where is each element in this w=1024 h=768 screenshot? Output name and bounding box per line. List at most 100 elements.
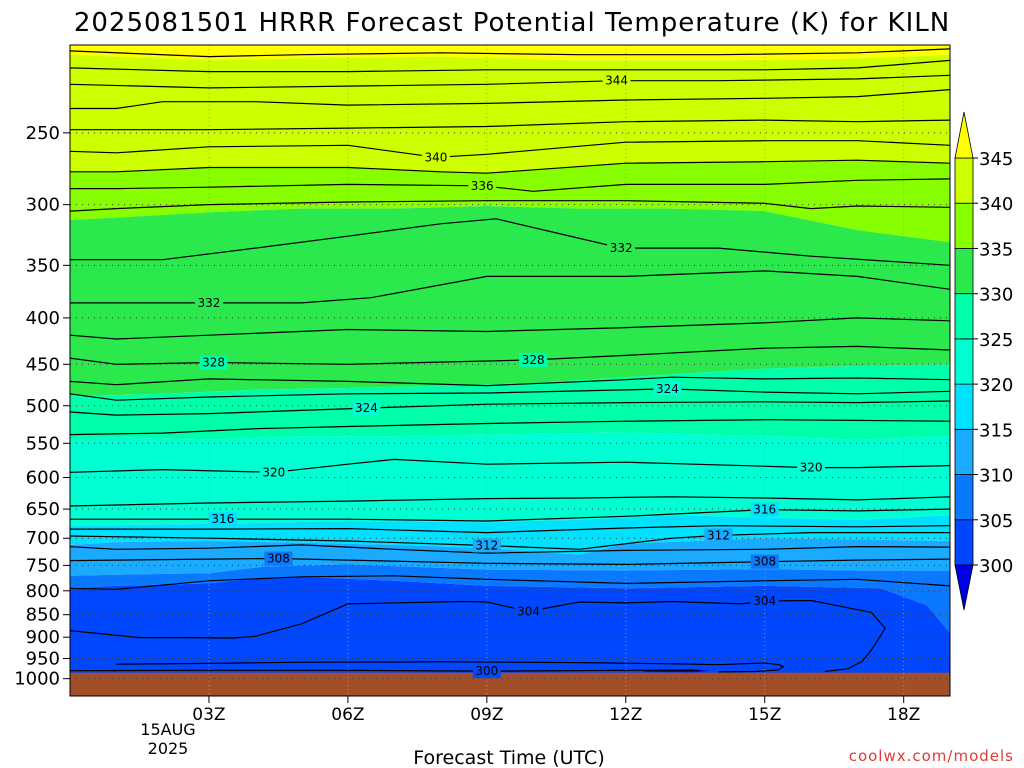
contour-line-308 [70, 557, 950, 566]
contour-label-bg [607, 241, 636, 256]
contour-band-340 [70, 54, 950, 174]
y-tick-label: 1000 [14, 669, 60, 690]
colorbar-tick-label: 340 [979, 194, 1013, 215]
y-tick-label: 350 [26, 255, 60, 276]
x-tick-label: 09Z [470, 705, 503, 725]
contour-line-318 [70, 496, 950, 507]
x-tick-label: 03Z [192, 705, 225, 725]
colorbar-tick-label: 325 [979, 330, 1013, 351]
contour-line-342 [70, 119, 950, 131]
contour-line-324 [70, 400, 950, 416]
y-tick-label: 250 [26, 123, 60, 144]
surface-layer [70, 672, 950, 696]
contour-label: 304 [753, 594, 776, 608]
contour-label-bg [194, 295, 223, 310]
contour-labels: 344 340 336 332 332 328 328 324 324 320 320 316 316 3… [194, 73, 826, 679]
contour-label: 324 [656, 382, 679, 396]
contour-line-342 [70, 89, 950, 110]
contour-label: 304 [517, 604, 540, 618]
contour-line-322 [70, 419, 950, 436]
colorbar-segment-310 [954, 428, 974, 475]
y-tick-label: 900 [26, 627, 60, 648]
y-tick-label: 650 [26, 499, 60, 520]
contour-label: 340 [424, 150, 447, 164]
contour-label: 336 [471, 179, 494, 193]
y-tick-label: 700 [26, 528, 60, 549]
contour-label: 320 [262, 465, 285, 479]
colorbar-tick-label: 320 [979, 375, 1013, 396]
colorbar-tick-label: 300 [979, 556, 1013, 577]
colorbar: 300 305 310 315 320 325 330 335 340 345 [954, 111, 1013, 611]
contour-label-bg [472, 664, 501, 679]
contour-line-314 [70, 525, 950, 534]
contour-line-306 [70, 575, 950, 590]
contour-line-310 [70, 544, 950, 554]
y-tick-label: 550 [26, 433, 60, 454]
contour-band-315 [70, 515, 950, 555]
x-tick-label: 12Z [609, 705, 642, 725]
contour-line-346 [70, 48, 950, 58]
y-tick-label: 300 [26, 195, 60, 216]
plot-frame [69, 44, 951, 697]
contour-label-bg [208, 512, 237, 527]
contour-label-bg [750, 554, 779, 569]
contour-line-332 [70, 218, 950, 266]
contour-line-336 [70, 178, 950, 192]
x-tick-label: 15Z [748, 705, 781, 725]
contour-label-bg [472, 538, 501, 553]
contour-band-310 [70, 538, 950, 576]
ground-surface [70, 672, 950, 696]
colorbar-arrow-top [954, 111, 974, 159]
contour-line-300 [70, 669, 700, 672]
contour-band-330 [70, 206, 950, 397]
chart-title: 2025081501 HRRR Forecast Potential Tempe… [74, 8, 950, 38]
contour-label-bg [421, 150, 450, 165]
contour-label: 312 [475, 538, 498, 552]
y-tick-label: 600 [26, 468, 60, 489]
y-tick-label: 800 [26, 581, 60, 602]
colorbar-tick-label: 310 [979, 466, 1013, 487]
x-axis: 15AUG 2025 03Z 06Z 09Z 12Z 15Z 18Z [140, 696, 920, 758]
y-tick-label: 950 [26, 648, 60, 669]
y-tick-label: 500 [26, 396, 60, 417]
contour-line-320 [70, 458, 950, 473]
contour-line-338 [70, 159, 950, 174]
contour-label-bg [264, 551, 293, 566]
colorbar-segment-325 [954, 293, 974, 340]
contour-label: 332 [197, 296, 220, 310]
contour-label-bg [750, 594, 779, 609]
colorbar-segment-335 [954, 202, 974, 249]
contour-line-330 [70, 317, 950, 340]
contour-label: 308 [267, 552, 290, 566]
y-tick-label: 450 [26, 354, 60, 375]
contour-label-bg [514, 604, 543, 619]
contour-band-345 [70, 45, 950, 61]
colorbar-segment-320 [954, 338, 974, 385]
credit-label: coolwx.com/models [849, 747, 1014, 765]
x-tick-label: 18Z [887, 705, 920, 725]
y-tick-label: 850 [26, 605, 60, 626]
contour-label: 320 [800, 461, 823, 475]
y-axis: 2503003504004505005506006507007508008509… [14, 123, 70, 690]
contour-label-bg [797, 460, 826, 475]
colorbar-segment-305 [954, 474, 974, 521]
contour-line-344 [70, 74, 950, 89]
contour-label-bg [704, 528, 733, 543]
contour-label: 344 [605, 74, 628, 88]
vertical-gridlines [208, 45, 905, 696]
contour-line-324 [70, 388, 950, 401]
x-axis-label: Forecast Time (UTC) [413, 747, 604, 768]
colorbar-tick-label: 330 [979, 285, 1013, 306]
colorbar-segment-300 [954, 519, 974, 566]
contour-band-325 [70, 364, 950, 440]
colorbar-segment-315 [954, 383, 974, 430]
colorbar-arrow-bottom [954, 564, 974, 611]
colorbar-tick-label: 345 [979, 149, 1013, 170]
contour-label-bg [750, 502, 779, 517]
contour-label-bg [468, 178, 497, 193]
contour-label: 328 [522, 353, 545, 367]
contour-label: 312 [707, 528, 730, 542]
contour-label: 328 [202, 356, 225, 370]
contour-line-332 [70, 270, 950, 304]
